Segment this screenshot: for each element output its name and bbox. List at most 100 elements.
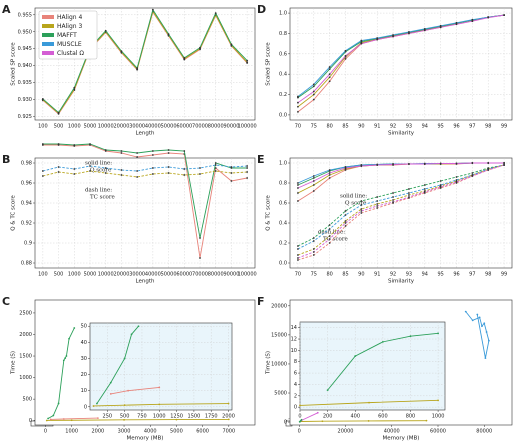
chart-panel: 100 500 1000 5000 10000 20000 30000 40000 50000 6… (2, 143, 257, 285)
y-axis-label: Q & TC score (266, 195, 272, 231)
data-point (392, 196, 394, 198)
x-tick-label: 0 (44, 429, 47, 435)
data-point (127, 389, 129, 392)
data-point (297, 182, 299, 184)
x-tick-label: 100 (38, 272, 48, 278)
data-point (439, 24, 442, 27)
data-point (123, 404, 126, 407)
data-point (297, 259, 299, 261)
y-axis-label: Time (S) (266, 351, 272, 375)
x-tick-label: 70000 (192, 272, 208, 278)
x-tick-label: 85 (342, 124, 348, 130)
y-tick-label: 10 (81, 388, 87, 394)
data-point (120, 50, 123, 53)
data-point (230, 166, 233, 168)
x-tick-label: 5000 (84, 272, 97, 278)
x-tick-label: 40000 (384, 429, 400, 435)
y-tick-label: 0.96 (21, 181, 32, 187)
data-point (297, 110, 299, 113)
chart-panel: 70 75 80 85 90 91 92 93 94 95 96 97 98 99 0.0 0.2 0.4 0.6… (257, 153, 513, 285)
x-tick-label: 250 (103, 414, 113, 420)
x-tick-label: 0 (298, 429, 301, 435)
y-tick-label: 500 (22, 397, 32, 403)
legend-label: MUSCLE (57, 41, 82, 48)
x-tick-label: 600 (378, 414, 388, 420)
data-point (344, 210, 347, 212)
x-tick-label: 2000 (222, 414, 235, 420)
y-tick-label: 0.88 (21, 261, 32, 267)
data-point (376, 38, 379, 41)
data-point (89, 170, 91, 172)
data-point (408, 31, 410, 33)
data-point (104, 172, 107, 174)
x-axis-label: Similarity (388, 279, 415, 285)
data-point (297, 95, 299, 98)
x-tick-label: 100000 (238, 272, 257, 278)
x-tick-label: 50000 (161, 124, 177, 130)
data-point (57, 171, 60, 173)
data-point (312, 190, 315, 192)
data-point (73, 327, 76, 329)
data-point (312, 177, 315, 179)
data-point (104, 167, 107, 169)
x-tick-label: 6000 (196, 429, 209, 435)
data-point (423, 188, 426, 190)
x-tick-label: 800 (406, 414, 416, 420)
data-point (437, 399, 439, 402)
annotation: TC score (90, 195, 115, 201)
series-line (297, 14, 505, 97)
data-point (344, 222, 347, 224)
data-point (503, 164, 505, 166)
x-tick-label: 400 (350, 414, 360, 420)
data-point (41, 170, 44, 172)
y-tick-label: 20000 (271, 303, 287, 309)
y-tick-label: 0 (29, 418, 32, 424)
data-point (439, 180, 442, 182)
legend-label: Clustal Ω (57, 50, 84, 57)
data-point (312, 85, 315, 88)
data-point (312, 237, 315, 239)
data-point (321, 420, 324, 423)
data-point (199, 173, 201, 175)
x-tick-label: 90 (358, 272, 364, 278)
data-point (487, 169, 490, 171)
annotation: solid line: (85, 161, 112, 167)
series-line (297, 164, 505, 250)
data-point (360, 212, 363, 214)
data-point (408, 192, 410, 194)
data-point (326, 389, 329, 392)
y-tick-label: 0.935 (18, 80, 32, 86)
data-point (478, 316, 481, 319)
y-tick-label: 0.0 (279, 261, 287, 267)
data-point (464, 310, 467, 313)
panel-label: B (2, 153, 10, 166)
y-tick-label: 0.98 (21, 161, 32, 167)
data-point (328, 68, 331, 70)
data-point (214, 12, 217, 14)
data-point (199, 46, 201, 49)
data-point (360, 39, 363, 42)
data-point (455, 23, 458, 26)
y-tick-label: 0.945 (18, 46, 32, 52)
data-point (109, 381, 112, 384)
data-point (312, 184, 315, 186)
inset-chart: 0 200 400 600 800 1000 0 2 4 6 8 10 12 14 (291, 321, 446, 420)
x-tick-label: 95 (437, 272, 443, 278)
data-point (73, 86, 76, 89)
data-point (312, 251, 315, 253)
x-tick-label: 75 (311, 272, 317, 278)
x-tick-label: 4000 (144, 429, 157, 435)
data-point (297, 101, 299, 104)
y-tick-label: 5000 (274, 391, 287, 397)
data-point (123, 418, 125, 421)
x-tick-label: 96 (453, 272, 459, 278)
x-tick-label: 99 (501, 124, 507, 130)
data-point (328, 169, 331, 171)
x-tick-label: 94 (422, 272, 428, 278)
x-tick-label: 1250 (170, 414, 183, 420)
data-point (73, 168, 76, 170)
data-point (312, 240, 315, 242)
data-point (312, 175, 315, 177)
data-point (109, 392, 112, 395)
x-tick-label: 80000 (208, 124, 224, 130)
